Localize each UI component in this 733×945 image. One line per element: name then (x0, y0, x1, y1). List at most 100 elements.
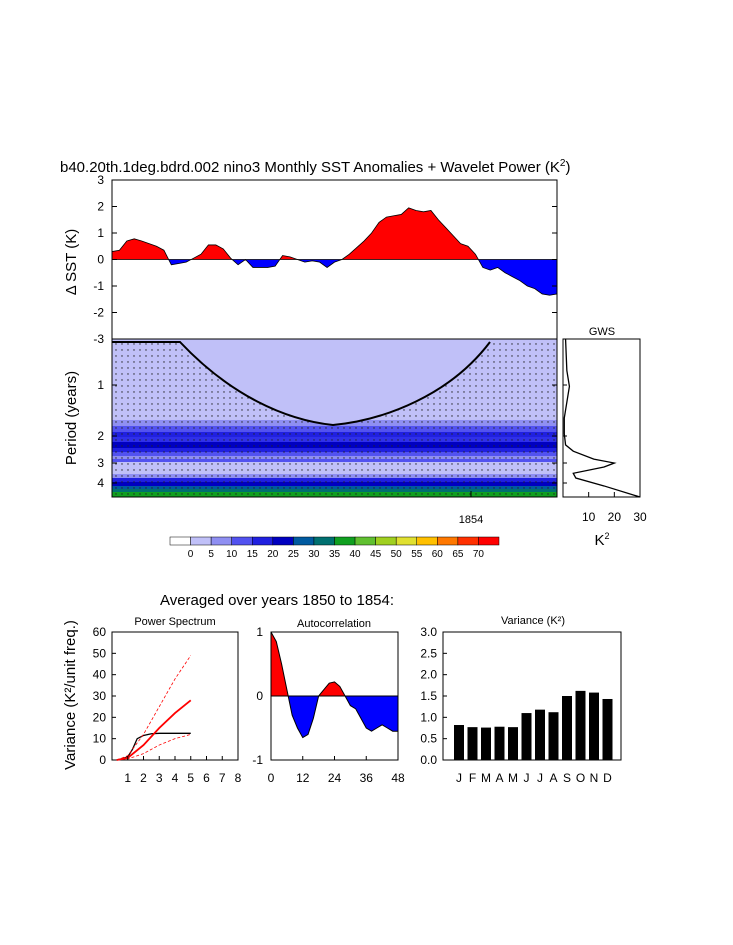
colorbar-swatch (252, 536, 274, 546)
colorbar-label: 20 (267, 549, 279, 560)
var-bar (481, 727, 491, 760)
ps-frame (111, 631, 239, 761)
colorbar-swatch (190, 536, 212, 546)
sst-ytick-label: 2 (97, 200, 104, 214)
var-ytick-label: 3.0 (420, 625, 437, 639)
ps-xtick-label: 2 (140, 771, 147, 785)
colorbar-swatch (231, 536, 253, 546)
sst-ytick-label: 3 (97, 173, 104, 187)
var-xtick-label: O (576, 771, 585, 785)
var-ytick-label: 0.5 (420, 732, 437, 746)
var-ytick-label: 1.5 (420, 689, 437, 703)
colorbar-swatch (293, 536, 315, 546)
var-ytick-label: 1.0 (420, 710, 437, 724)
sst-anomaly-panel: 3 2 1 0 -1 -2 -3 (93, 173, 558, 346)
ps-xtick-label: 4 (172, 771, 179, 785)
ps-xtick-label: 1 (124, 771, 131, 785)
ps-xtick-label: 5 (187, 771, 194, 785)
var-bar (535, 709, 545, 760)
ac-ytick-label: 0 (256, 689, 263, 703)
sst-positive-area (112, 207, 557, 260)
colorbar-swatch (457, 536, 479, 546)
var-bar (467, 727, 478, 760)
gws-frame (562, 338, 641, 498)
gws-xtick-label: 30 (633, 510, 647, 524)
ac-xtick-label: 24 (328, 771, 342, 785)
autocorrelation-panel: 1 0 -1 0 12 24 36 48 (252, 625, 405, 785)
ac-xtick-label: 48 (391, 771, 405, 785)
var-xtick-label: J (537, 771, 543, 785)
var-xtick-label: N (590, 771, 599, 785)
var-bar (589, 692, 599, 760)
ps-ytick-label: 40 (93, 668, 107, 682)
ps-ytick-label: 30 (93, 689, 107, 703)
sst-ytick-label: 1 (97, 226, 104, 240)
ac-xtick-label: 36 (360, 771, 374, 785)
power-spectrum-panel: 0 10 20 30 40 50 60 1 2 3 4 5 6 7 8 (93, 625, 242, 785)
var-bar (508, 727, 518, 760)
var-bar (602, 698, 613, 760)
wavelet-ytick-label: 3 (97, 456, 104, 470)
ac-line (270, 631, 398, 739)
ps-ytick-label: 60 (93, 625, 107, 639)
colorbar-label: 5 (208, 549, 214, 560)
ac-positive-area (271, 632, 398, 696)
var-bar (494, 726, 505, 760)
colorbar-label: 60 (432, 549, 444, 560)
autocorrelation-title: Autocorrelation (297, 618, 371, 630)
wavelet-frame (111, 338, 558, 498)
colorbar-swatch (375, 536, 397, 546)
var-bar (521, 713, 532, 760)
sst-ytick-label: -3 (93, 332, 104, 346)
colorbar-swatch (272, 536, 294, 546)
colorbar-label: 35 (329, 549, 341, 560)
gws-title: GWS (589, 326, 615, 338)
variance-title: Variance (K²) (501, 615, 565, 627)
gws-xtick-label: 20 (608, 510, 622, 524)
wavelet-xtick-label: 1854 (459, 514, 483, 526)
colorbar: 0 5 10 15 20 25 30 35 40 45 50 55 60 65 70 (169, 536, 500, 560)
var-ytick-label: 0.0 (420, 753, 437, 767)
ac-xtick-label: 12 (296, 771, 310, 785)
colorbar-swatch (210, 536, 232, 546)
gws-panel: 10 20 30 (562, 338, 647, 524)
var-bar (562, 696, 572, 760)
colorbar-swatch (395, 536, 417, 546)
var-xtick-label: M (481, 771, 491, 785)
var-bar (454, 725, 464, 760)
ps-series-red-noise (116, 699, 192, 761)
power-spectrum-ylabel: Variance (K²/unit freq.) (62, 620, 79, 770)
colorbar-label: 65 (452, 549, 464, 560)
ps-xtick-label: 3 (156, 771, 163, 785)
gws-xlabel: K2 (594, 531, 609, 549)
main-title: b40.20th.1deg.bdrd.002 nino3 Monthly SST… (60, 158, 570, 176)
ps-ytick-label: 10 (93, 732, 107, 746)
var-bar (548, 712, 559, 760)
gws-xtick-label: 10 (582, 510, 596, 524)
wavelet-ylabel: Period (years) (63, 371, 80, 465)
colorbar-label: 45 (370, 549, 382, 560)
colorbar-label: 15 (247, 549, 259, 560)
colorbar-swatch (313, 536, 335, 546)
colorbar-label: 40 (350, 549, 362, 560)
gws-line (563, 338, 641, 498)
colorbar-swatch (416, 536, 438, 546)
colorbar-swatch (478, 536, 500, 546)
wavelet-ytick-label: 1 (97, 378, 104, 392)
colorbar-label: 50 (391, 549, 403, 560)
sst-ytick-label: -1 (93, 279, 104, 293)
colorbar-swatch (437, 536, 459, 546)
averaged-title: Averaged over years 1850 to 1854: (160, 592, 394, 609)
sst-line (111, 207, 558, 296)
wavelet-ytick-label: 4 (97, 476, 104, 490)
ac-ytick-label: 1 (256, 625, 263, 639)
ps-series-upper (116, 655, 192, 761)
var-ytick-label: 2.0 (420, 668, 437, 682)
colorbar-swatch (334, 536, 356, 546)
sst-ytick-label: 0 (97, 253, 104, 267)
var-xtick-label: D (603, 771, 612, 785)
colorbar-label: 25 (288, 549, 300, 560)
colorbar-label: 30 (308, 549, 320, 560)
colorbar-swatch (354, 536, 376, 546)
